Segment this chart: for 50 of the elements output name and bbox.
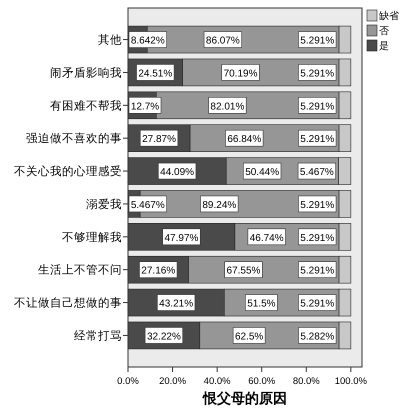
data-label: 86.07% xyxy=(206,36,240,47)
data-label: 5.291% xyxy=(300,298,334,310)
legend-label: 否 xyxy=(379,26,389,37)
data-label: 5.291% xyxy=(300,36,334,47)
data-label: 46.74% xyxy=(250,232,284,244)
y-tick-label: 不让做自己想做的事 xyxy=(14,296,122,310)
data-label: 51.5% xyxy=(247,298,276,310)
data-label: 32.22% xyxy=(146,331,181,342)
legend-label: 是 xyxy=(379,41,389,52)
data-label: 12.7% xyxy=(130,101,160,112)
data-label: 5.291% xyxy=(300,232,334,244)
data-label: 44.09% xyxy=(160,167,194,178)
data-label: 70.19% xyxy=(224,68,258,80)
data-label: 5.282% xyxy=(300,331,334,342)
legend-label: 缺省 xyxy=(379,10,399,22)
x-tick-label: 80.0% xyxy=(292,376,320,387)
data-label: 5.291% xyxy=(300,134,334,146)
x-axis-title: 恨父母的原因 xyxy=(202,391,287,407)
y-tick-label: 闹矛盾影响我 xyxy=(50,65,122,80)
x-tick-label: 100.0% xyxy=(334,376,368,387)
data-label: 47.97% xyxy=(164,232,199,244)
data-label: 62.5% xyxy=(234,331,264,342)
data-label: 5.291% xyxy=(300,68,334,80)
y-tick-label: 不关心我的心理感受 xyxy=(14,164,122,178)
data-label: 66.84% xyxy=(227,134,262,146)
data-label: 27.16% xyxy=(141,266,176,277)
data-label: 5.291% xyxy=(300,200,334,211)
data-label: 82.01% xyxy=(210,101,244,112)
x-tick-label: 20.0% xyxy=(159,376,187,387)
y-tick-label: 有困难不帮我 xyxy=(50,98,122,112)
data-label: 5.467% xyxy=(130,200,165,211)
data-label: 50.44% xyxy=(245,167,280,178)
y-tick-label: 溺爱我 xyxy=(86,196,122,211)
y-tick-label: 其他 xyxy=(98,32,122,47)
x-tick-label: 60.0% xyxy=(248,376,276,387)
data-label: 5.291% xyxy=(300,266,334,277)
y-tick-label: 生活上不管不问 xyxy=(38,262,122,277)
data-label: 24.51% xyxy=(138,68,172,80)
data-label: 5.291% xyxy=(300,101,334,112)
data-label: 27.87% xyxy=(142,134,176,146)
data-label: 5.467% xyxy=(300,167,334,178)
y-tick-label: 不够理解我 xyxy=(62,230,122,244)
data-label: 8.642% xyxy=(130,36,165,47)
x-tick-label: 40.0% xyxy=(204,376,232,387)
y-tick-label: 经常打骂 xyxy=(74,328,122,342)
data-label: 89.24% xyxy=(202,200,236,211)
x-tick-label: 0.0% xyxy=(117,376,140,387)
data-label: 67.55% xyxy=(226,266,261,277)
data-label: 43.21% xyxy=(159,298,194,310)
y-tick-label: 强迫做不喜欢的事 xyxy=(26,131,122,146)
